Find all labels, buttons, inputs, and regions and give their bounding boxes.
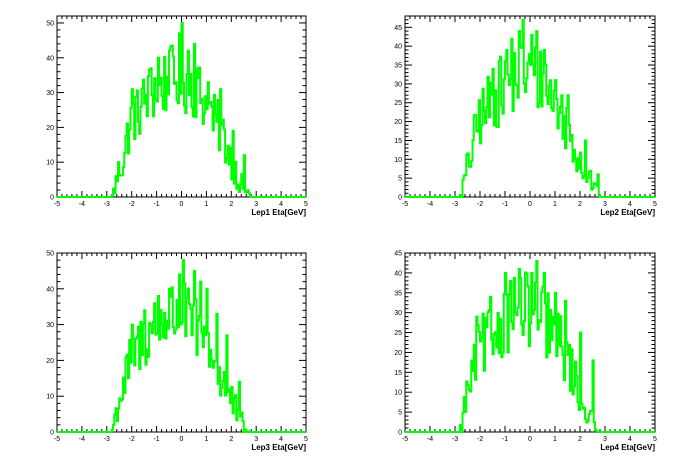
x-tick-label: 1 [553,201,557,208]
y-tick-label: 40 [46,286,54,293]
y-tick-label: 0 [398,195,402,202]
x-tick-label: 4 [279,201,283,208]
x-axis-label: Lep1 Eta[GeV] [251,208,306,217]
x-tick-label: -3 [104,436,110,443]
y-tick-label: 20 [394,350,402,357]
y-tick-label: 10 [46,394,54,401]
y-tick-label: 0 [398,430,402,437]
x-tick-label: -4 [79,201,85,208]
y-tick-label: 10 [394,390,402,397]
y-tick-label: 10 [394,157,402,164]
y-tick-label: 25 [394,100,402,107]
histogram-line [405,18,655,198]
y-tick-label: 5 [398,410,402,417]
plot-frame [404,15,656,198]
x-tick-label: 4 [628,201,632,208]
y-tick-label: 35 [394,63,402,70]
x-tick-label: 1 [204,201,208,208]
x-tick-label: -3 [104,201,110,208]
y-tick-label: 15 [394,370,402,377]
x-axis-label: Lep3 Eta[GeV] [251,443,306,452]
x-tick-label: -5 [54,201,60,208]
x-tick-label: -5 [402,436,408,443]
y-tick-label: 40 [394,44,402,51]
plot-frame [56,252,307,433]
x-tick-label: -1 [502,436,508,443]
x-tick-label: -2 [477,201,483,208]
y-tick-label: 20 [46,125,54,132]
x-tick-label: 3 [254,436,258,443]
x-tick-label: 4 [279,436,283,443]
x-tick-label: 5 [304,436,308,443]
y-tick-label: 40 [394,270,402,277]
x-tick-label: 0 [528,201,532,208]
y-tick-label: 30 [46,322,54,329]
y-tick-label: 30 [394,310,402,317]
x-tick-label: 2 [229,436,233,443]
x-tick-label: -4 [427,436,433,443]
x-tick-label: -5 [402,201,408,208]
x-tick-label: -3 [452,436,458,443]
x-tick-label: 2 [229,201,233,208]
x-tick-label: 3 [603,436,607,443]
x-tick-label: 0 [180,436,184,443]
x-tick-label: -2 [129,201,135,208]
x-tick-label: -1 [153,436,159,443]
x-tick-label: 1 [204,436,208,443]
histogram-line [57,21,306,198]
y-tick-label: 45 [394,251,402,258]
y-tick-label: 30 [46,90,54,97]
x-tick-label: -2 [477,436,483,443]
x-tick-label: 1 [553,436,557,443]
y-tick-label: 15 [394,138,402,145]
y-tick-label: 40 [46,55,54,62]
x-axis-label: Lep4 Eta[GeV] [600,443,655,452]
x-tick-label: 3 [254,201,258,208]
x-tick-label: -3 [452,201,458,208]
y-tick-label: 0 [50,430,54,437]
y-tick-label: 10 [46,160,54,167]
histogram-line [57,259,306,433]
y-tick-label: 0 [50,195,54,202]
x-tick-label: -4 [427,201,433,208]
y-tick-label: 50 [46,20,54,27]
y-tick-label: 5 [398,176,402,183]
x-tick-label: 2 [578,201,582,208]
x-tick-label: 2 [578,436,582,443]
y-tick-label: 20 [46,358,54,365]
histogram-line [405,259,655,433]
x-tick-label: 5 [304,201,308,208]
x-tick-label: 0 [180,201,184,208]
x-tick-label: -2 [129,436,135,443]
x-tick-label: 0 [528,436,532,443]
x-tick-label: 3 [603,201,607,208]
x-tick-label: 5 [653,436,657,443]
x-tick-label: -1 [153,201,159,208]
y-tick-label: 20 [394,119,402,126]
x-tick-label: -1 [502,201,508,208]
y-tick-label: 35 [394,290,402,297]
x-tick-label: -5 [54,436,60,443]
y-tick-label: 30 [394,81,402,88]
x-tick-label: 4 [628,436,632,443]
x-tick-label: -4 [79,436,85,443]
y-tick-label: 45 [394,25,402,32]
x-tick-label: 5 [653,201,657,208]
y-tick-label: 50 [46,251,54,258]
x-axis-label: Lep2 Eta[GeV] [600,208,655,217]
y-tick-label: 25 [394,330,402,337]
